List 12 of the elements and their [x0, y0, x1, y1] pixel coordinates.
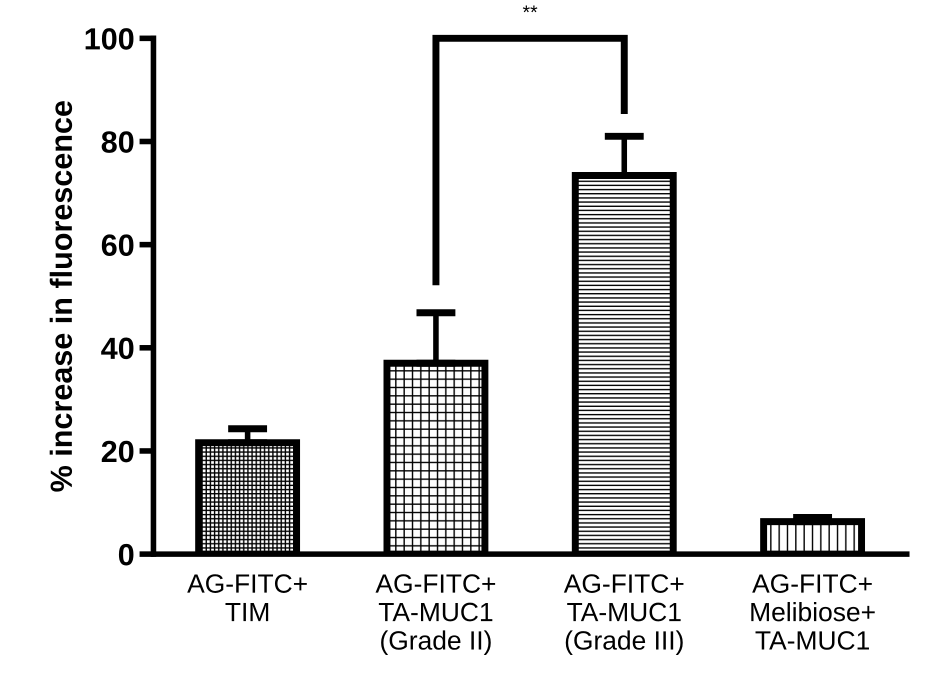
- y-axis-title: % increase in fluorescence: [50, 101, 72, 492]
- x-tick-label: AG-FITC+ TIM: [187, 574, 307, 622]
- y-tick-label: 0: [118, 544, 134, 566]
- y-tick-label: 20: [102, 440, 134, 462]
- y-tick-label: 80: [102, 131, 134, 153]
- y-tick-label: 100: [86, 28, 134, 50]
- text: **: [522, 5, 538, 12]
- y-tick-label: 60: [102, 234, 134, 256]
- x-tick-label: AG-FITC+ Melibiose+ TA-MUC1: [751, 574, 875, 650]
- y-tick-label: 40: [101, 338, 134, 360]
- x-tick-label: AG-FITC+ TA-MUC1 (Grade III): [564, 574, 684, 655]
- x-tick-label: AG-FITC+ TA-MUC1 (Grade II): [376, 574, 496, 655]
